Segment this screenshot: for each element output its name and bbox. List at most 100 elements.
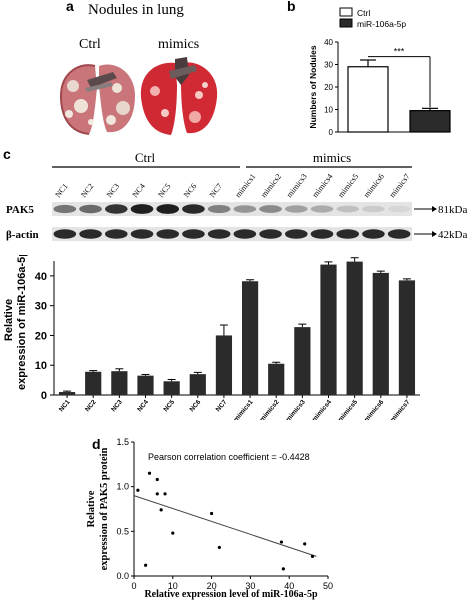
y-axis-title: Numbers of Nodules <box>308 45 318 128</box>
panel-d-chart: 0.0 0.5 1.0 1.5 0 10 20 30 40 50 Relative expressi… <box>86 437 333 600</box>
lane-label: mimics2 <box>259 172 283 199</box>
blot-band <box>284 229 308 239</box>
x-tick-label: mimics2 <box>259 399 281 420</box>
scatter-point <box>171 531 175 535</box>
bar-mimics5 <box>346 261 363 395</box>
scatter-point <box>281 567 285 571</box>
blot-arrowhead <box>432 206 437 212</box>
legend-swatch <box>339 18 353 28</box>
x-tick-label: 30 <box>245 581 255 591</box>
x-tick-label: mimics6 <box>363 399 385 420</box>
scatter-point <box>310 554 315 558</box>
blot-band <box>53 204 77 214</box>
blot-band <box>182 229 205 239</box>
lane-label: NC4 <box>130 182 146 199</box>
y-tick-label: 1.5 <box>116 437 129 447</box>
bar-mimics4 <box>320 264 337 395</box>
bar-NC4 <box>137 375 154 395</box>
x-tick-label: 10 <box>168 581 178 591</box>
scatter-point <box>279 540 284 544</box>
blot-band <box>156 204 180 214</box>
y-tick-label: 0.5 <box>116 526 129 536</box>
blot-band <box>207 229 231 239</box>
panel-d-letter: d <box>92 436 101 452</box>
scatter-point <box>163 492 167 496</box>
lane-label: NC2 <box>79 182 95 199</box>
blot-band <box>156 229 180 239</box>
scatter-point <box>155 477 159 482</box>
panel-c-letter: c <box>3 146 11 162</box>
panel-a-ctrl-label: Ctrl <box>79 37 101 52</box>
blot-size-label: 81kDa <box>438 204 467 216</box>
x-tick-label: mimics7 <box>389 399 411 420</box>
y-tick-label: 30 <box>324 61 333 70</box>
blot-band <box>79 229 102 239</box>
blot-band <box>207 205 231 213</box>
blot-band <box>53 229 77 239</box>
y-tick-label: 30 <box>35 301 47 313</box>
blot-band <box>310 205 334 213</box>
trendline <box>133 495 317 557</box>
significance-label: *** <box>394 47 405 57</box>
blot-row-label: β-actin <box>6 229 39 241</box>
lane-label: NC7 <box>208 182 224 199</box>
panel-c-chart: 0 10 20 30 40 Relative expression of miR-106a-… <box>3 255 420 420</box>
y-tick-label: 20 <box>324 83 333 92</box>
blot-band <box>336 229 360 239</box>
y-axis-title-line1: Relative <box>3 299 15 341</box>
y-tick-label: 10 <box>324 106 333 115</box>
panel-a-title: Nodules in lung <box>88 2 184 18</box>
blot-band <box>284 205 308 213</box>
blot-band <box>233 205 257 213</box>
blot-arrowhead <box>432 231 437 237</box>
y-tick-label: 20 <box>35 330 47 342</box>
legend-swatch <box>339 7 353 17</box>
lane-label: mimics5 <box>336 172 360 199</box>
bar-mimics3 <box>294 327 311 395</box>
blot-band <box>362 229 385 239</box>
group-label-ctrl: Ctrl <box>135 150 156 165</box>
lane-label: NC6 <box>182 182 198 199</box>
blot-band <box>310 229 334 239</box>
bar-NC5 <box>163 381 180 395</box>
bar-NC2 <box>85 371 102 395</box>
bar-NC7 <box>215 335 233 395</box>
x-tick-label: NC3 <box>110 399 124 414</box>
x-tick-label: NC7 <box>215 399 229 414</box>
blot-band <box>387 229 411 239</box>
panel-b-chart: 0 10 20 30 40 Numbers of Nodules *** CtrlmiR-10… <box>308 7 451 137</box>
scatter-point <box>303 542 307 546</box>
bar-NC3 <box>111 371 128 395</box>
blot-band <box>259 205 282 213</box>
bar-mimics1 <box>241 281 259 395</box>
y-tick-label: 1.0 <box>116 482 129 492</box>
scatter-point <box>144 563 148 567</box>
y-tick-label: 0.0 <box>116 571 129 581</box>
panel-b-letter: b <box>287 0 296 14</box>
correlation-annotation: Pearson correlation coefficient = -0.442… <box>148 452 310 462</box>
blot-band <box>259 229 282 239</box>
lane-label: NC3 <box>105 182 121 199</box>
blot-band <box>79 204 102 214</box>
bar-Ctrl <box>347 66 389 133</box>
blot-band <box>362 205 385 213</box>
x-tick-label: 40 <box>284 581 294 591</box>
scatter-point <box>159 508 163 512</box>
y-axis-title-line1: Relative <box>86 490 97 527</box>
y-axis-title-line2: expression of miR-106a-5p <box>16 255 28 390</box>
legend-label: Ctrl <box>357 8 370 18</box>
x-tick-label: NC2 <box>84 399 98 414</box>
y-tick-label: 0 <box>41 390 47 402</box>
blot-band <box>104 204 128 214</box>
x-tick-label: mimics3 <box>285 399 307 420</box>
lane-label: mimics6 <box>362 172 386 199</box>
x-tick-label: mimics4 <box>311 399 333 420</box>
lane-label: mimics7 <box>388 172 412 199</box>
lane-label: NC1 <box>53 182 69 199</box>
x-tick-label: mimics5 <box>337 399 359 420</box>
lung-photo-ctrl <box>59 64 135 135</box>
scatter-point <box>155 492 159 496</box>
x-tick-label: 50 <box>323 581 333 591</box>
group-label-mimics: mimics <box>313 150 351 165</box>
blot-band <box>182 204 205 214</box>
